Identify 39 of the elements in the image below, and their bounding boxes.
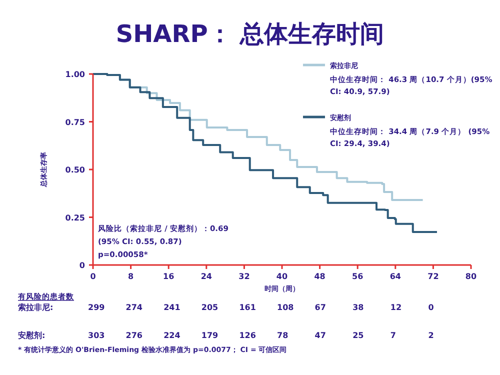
y-tick-label: 1.00 bbox=[65, 70, 86, 79]
x-tick-label: 32 bbox=[238, 272, 250, 281]
text: 0 bbox=[428, 303, 434, 312]
y-tick-label: 0.25 bbox=[65, 213, 86, 222]
text: 179 bbox=[201, 331, 219, 340]
text: 12 bbox=[390, 303, 402, 312]
x-tick-label: 24 bbox=[200, 272, 212, 281]
x-tick-label: 56 bbox=[352, 272, 364, 281]
text: 25 bbox=[352, 331, 364, 340]
text: 299 bbox=[88, 303, 106, 312]
x-tick-label: 8 bbox=[128, 272, 134, 281]
x-tick-label: 72 bbox=[428, 272, 439, 281]
x-tick-label: 64 bbox=[390, 272, 402, 281]
text: 2 bbox=[428, 331, 434, 340]
text: 205 bbox=[201, 303, 219, 312]
y-tick-label: 0.75 bbox=[65, 118, 86, 127]
text: 276 bbox=[126, 331, 143, 340]
text: 38 bbox=[352, 303, 364, 312]
x-tick-label: 80 bbox=[465, 272, 477, 281]
text: 126 bbox=[239, 331, 256, 340]
text: 274 bbox=[126, 303, 143, 312]
text: 7 bbox=[390, 331, 396, 340]
text: 67 bbox=[314, 303, 326, 312]
chart-title: SHARP： 总体生存时间 bbox=[116, 20, 384, 48]
text: 108 bbox=[277, 303, 294, 312]
y-tick-label: 0.50 bbox=[65, 166, 86, 174]
x-tick-label: 16 bbox=[163, 272, 175, 281]
x-tick-label: 0 bbox=[90, 272, 96, 281]
text: 索拉非尼: bbox=[18, 303, 54, 312]
text: 241 bbox=[164, 303, 181, 312]
text: 303 bbox=[88, 331, 105, 340]
y-tick-label: 0 bbox=[79, 261, 86, 270]
text: 224 bbox=[164, 331, 181, 340]
text: 161 bbox=[239, 303, 256, 312]
x-tick-label: 48 bbox=[314, 272, 326, 281]
x-tick-label: 40 bbox=[276, 272, 288, 281]
text: 78 bbox=[277, 331, 289, 340]
text: 安慰剂: bbox=[18, 330, 46, 340]
text: 47 bbox=[314, 331, 326, 340]
